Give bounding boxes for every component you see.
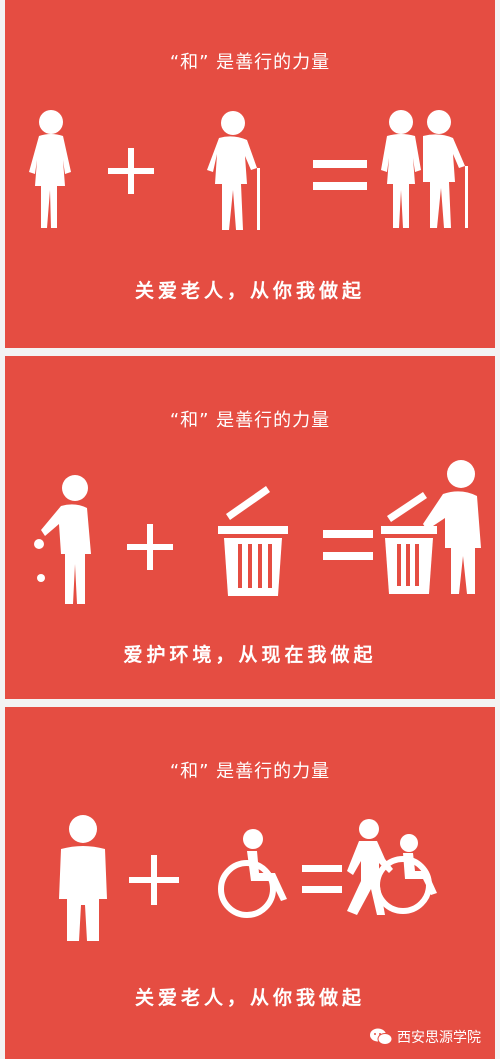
panel-slogan: 爱护环境，从现在我做起 [123,644,377,666]
equals-icon [313,160,367,190]
panel-slogan: 关爱老人，从你我做起 [134,987,365,1009]
trash-bin-icon [218,482,288,598]
plus-icon [129,855,179,905]
person-pushing-wheelchair-icon [327,819,447,919]
panel-protect-environment: “和” 是善行的力量 [5,356,495,699]
panel-title: “和” 是善行的力量 [169,761,331,782]
person-icon [55,815,111,943]
panel-title: “和” 是善行的力量 [169,410,331,431]
panel-help-disabled: “和” 是善行的力量 关爱老人，从你我做起 [5,707,495,1059]
equals-icon [323,530,373,560]
panel-title: “和” 是善行的力量 [169,52,331,73]
watermark-text: 西安思源学院 [397,1030,481,1046]
equals-icon [302,865,342,893]
panel-respect-elders: “和” 是善行的力量 关爱老人，从你我做起 [5,0,495,348]
person-using-bin-icon [377,456,487,596]
elderly-man-cane-icon [203,110,269,232]
wheelchair-icon [215,829,297,919]
elderly-woman-icon [25,108,75,230]
watermark: 西安思源学院 [370,1027,481,1047]
person-littering-icon [31,474,101,606]
plus-icon [108,148,154,194]
panel-slogan: 关爱老人，从你我做起 [134,280,365,302]
elderly-couple-icon [379,108,479,232]
wechat-icon [370,1028,392,1045]
plus-icon [127,524,173,570]
